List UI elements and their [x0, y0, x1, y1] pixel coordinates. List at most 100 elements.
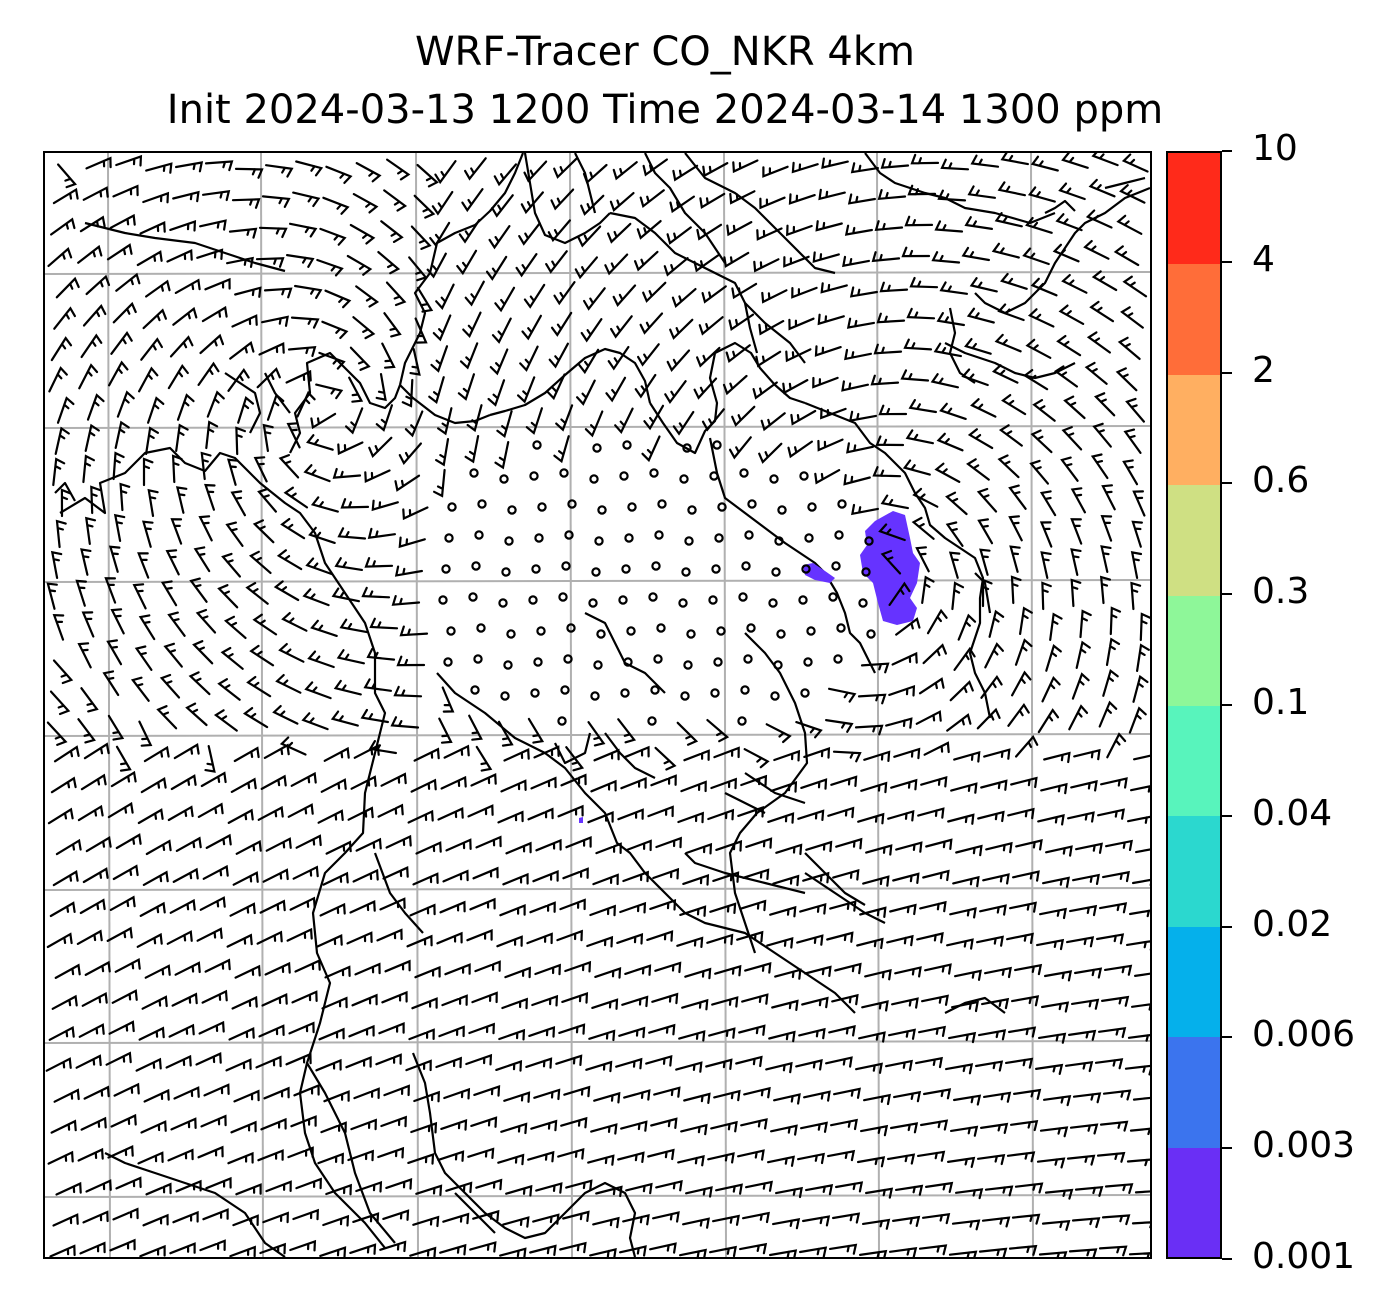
wind-barb — [770, 1124, 798, 1136]
wind-barb — [346, 254, 373, 276]
wind-barb — [75, 1054, 102, 1069]
parallel-line — [45, 579, 1150, 583]
parallel-line — [45, 271, 1150, 275]
coastline-segment — [804, 401, 992, 719]
wind-barb — [437, 407, 453, 436]
wind-barb — [732, 159, 759, 174]
coastline-segment — [944, 996, 1006, 1014]
wind-barb — [352, 868, 379, 883]
wind-barb — [1006, 1151, 1036, 1163]
wind-barb — [699, 192, 726, 209]
wind-barb — [1100, 777, 1128, 789]
wind-barb — [1040, 551, 1052, 579]
wind-barb — [982, 873, 1010, 885]
wind-barb — [587, 810, 614, 824]
colorbar-band — [1168, 705, 1220, 817]
wind-barb — [526, 932, 553, 945]
wind-barb — [294, 284, 323, 299]
wind-barb — [350, 1118, 377, 1131]
wind-barb — [445, 1181, 473, 1194]
wind-barb — [980, 674, 1003, 699]
wind-barb — [204, 277, 231, 291]
colorbar-tick — [1222, 593, 1232, 596]
wind-barb — [1039, 1126, 1069, 1138]
colorbar-band — [1168, 925, 1220, 1038]
wind-barb — [707, 808, 735, 821]
wind-barb — [873, 343, 903, 355]
wind-barb — [533, 745, 560, 759]
wind-barb — [350, 775, 377, 790]
calm-wind-circle — [530, 688, 540, 698]
meridian-line — [569, 153, 573, 1257]
wind-barb — [235, 839, 262, 855]
wind-barb — [643, 404, 665, 431]
colorbar-band — [1168, 1146, 1220, 1257]
wind-barb — [945, 1063, 974, 1075]
wind-barb — [651, 992, 679, 1005]
wind-barb — [722, 374, 748, 396]
wind-barb — [398, 536, 426, 549]
wind-barb — [702, 162, 729, 178]
calm-wind-circle — [441, 564, 451, 574]
calm-wind-circle — [618, 595, 628, 605]
wind-barb — [815, 220, 843, 232]
calm-wind-circle — [803, 657, 813, 667]
wind-barb — [52, 659, 74, 685]
map-panel — [43, 151, 1152, 1259]
wind-barb — [230, 1120, 257, 1134]
wind-barb — [442, 869, 469, 883]
wind-barb — [1075, 640, 1091, 669]
wind-barb — [488, 225, 511, 250]
wind-barb — [295, 160, 324, 177]
wind-barb — [892, 872, 920, 884]
wind-barb — [83, 742, 110, 760]
wind-barb — [583, 287, 606, 311]
wind-barb — [382, 1209, 410, 1221]
wind-barb — [410, 1121, 438, 1134]
wind-barb — [891, 651, 918, 666]
calm-wind-circle — [799, 471, 809, 481]
wind-barb — [368, 436, 393, 459]
wind-barb — [532, 1213, 560, 1225]
wind-barb — [832, 868, 860, 881]
wind-barb — [834, 962, 862, 975]
wind-barb — [1035, 1063, 1064, 1075]
wind-barb — [77, 244, 103, 264]
wind-barb — [137, 808, 164, 825]
wind-barb — [946, 713, 972, 732]
meridian-line — [723, 153, 727, 1257]
wind-barb — [364, 557, 394, 568]
wind-barb — [77, 804, 104, 822]
wind-barb — [469, 897, 496, 911]
wind-barb — [797, 1152, 825, 1165]
wind-barb — [260, 774, 287, 790]
wind-barb — [1123, 428, 1142, 454]
wind-barb — [502, 872, 529, 886]
wind-barb — [256, 930, 283, 945]
wind-barb — [528, 1026, 556, 1038]
colorbar-band — [1168, 594, 1220, 706]
wind-barb — [954, 969, 982, 981]
wind-barb — [347, 806, 374, 821]
calm-wind-circle — [768, 598, 778, 608]
calm-wind-circle — [738, 592, 748, 602]
calm-wind-circle — [534, 533, 544, 543]
wind-barb — [355, 837, 382, 852]
wind-barb — [636, 220, 662, 240]
wind-barb — [499, 1247, 527, 1257]
wind-barb — [842, 255, 870, 268]
wind-barb — [459, 342, 479, 370]
wind-barb — [871, 251, 901, 263]
wind-barb — [1032, 399, 1056, 422]
wind-barb — [848, 410, 877, 422]
coastline-segment — [554, 732, 592, 765]
wind-barb — [440, 1119, 468, 1131]
wind-barb — [494, 286, 516, 313]
wind-barb — [46, 932, 73, 949]
wind-barb — [723, 251, 750, 268]
wind-barb — [290, 316, 320, 329]
wind-barb — [860, 781, 888, 794]
wind-barb — [647, 1148, 675, 1161]
calm-wind-circle — [800, 688, 810, 698]
wind-barb — [48, 366, 68, 393]
